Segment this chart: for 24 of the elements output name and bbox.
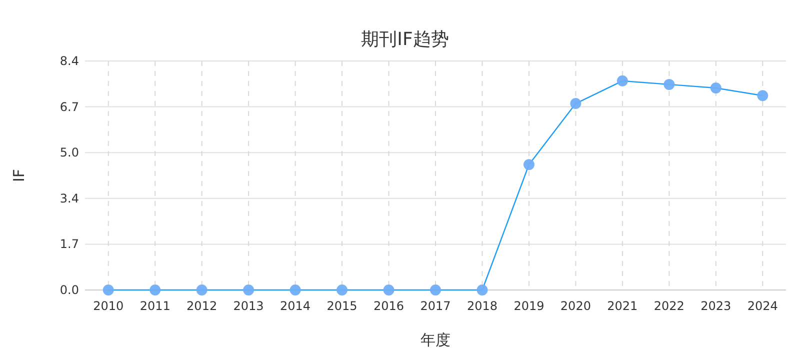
x-tick-label: 2019 [514, 299, 544, 313]
y-tick-label: 0.0 [60, 283, 79, 297]
x-tick-label: 2012 [186, 299, 218, 313]
x-tick-label: 2016 [373, 299, 404, 313]
x-tick-label: 2013 [233, 299, 264, 313]
x-tick-label: 2014 [280, 299, 311, 313]
x-tick-label: 2021 [607, 299, 638, 313]
x-tick-label: 2011 [140, 299, 170, 313]
x-axis-title: 年度 [420, 331, 450, 349]
x-tick-label: 2010 [93, 299, 124, 313]
y-tick-label: 1.7 [60, 237, 79, 252]
x-tick-label: 2022 [654, 299, 684, 313]
x-tick-label: 2017 [420, 299, 451, 313]
chart-title: 期刊IF趋势 [361, 29, 449, 50]
x-tick-label: 2020 [560, 299, 591, 313]
x-tick-label: 2015 [326, 299, 358, 313]
x-tick-label: 2024 [747, 299, 778, 313]
y-tick-label: 3.4 [60, 191, 79, 206]
x-tick-label: 2023 [700, 299, 732, 313]
y-axis-title: IF [10, 168, 28, 182]
y-tick-label: 5.0 [60, 146, 79, 160]
x-tick-label: 2018 [466, 299, 498, 313]
y-tick-label: 6.7 [60, 100, 79, 114]
y-tick-label: 8.4 [60, 54, 79, 68]
